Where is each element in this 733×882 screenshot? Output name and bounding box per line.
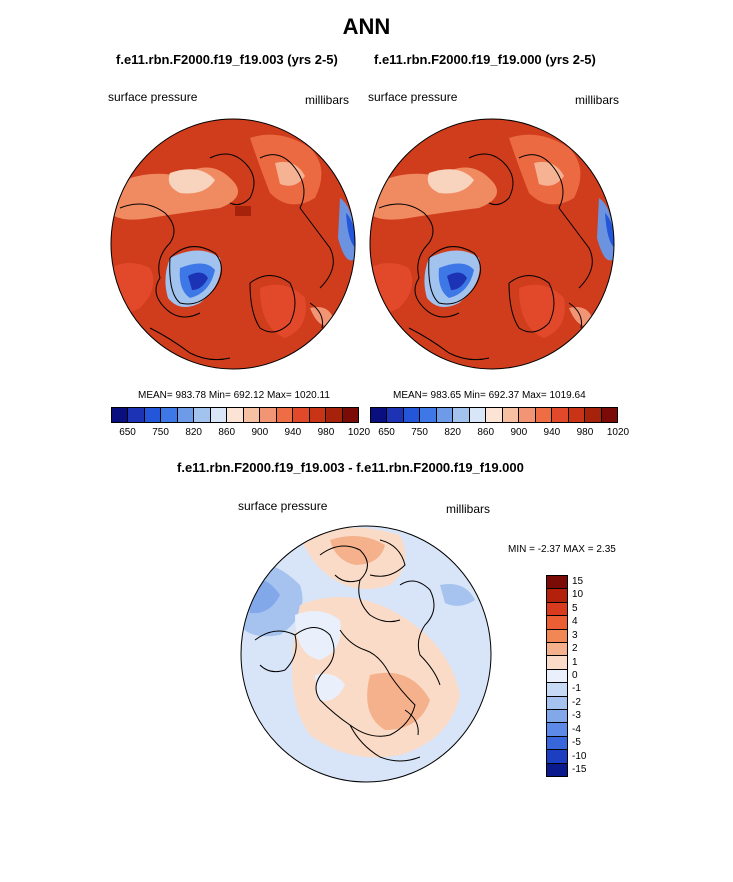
diff-variable-label: surface pressure bbox=[238, 499, 328, 513]
colorbar-swatch bbox=[547, 589, 567, 603]
left-variable-label: surface pressure bbox=[108, 90, 198, 104]
colorbar-swatch bbox=[547, 723, 567, 737]
colorbar-tick-label: 2 bbox=[572, 643, 578, 655]
colorbar-tick-label: 900 bbox=[510, 427, 528, 438]
colorbar-swatch bbox=[547, 576, 567, 590]
left-colorbar bbox=[111, 407, 359, 423]
diff-stats: MIN = -2.37 MAX = 2.35 bbox=[508, 544, 616, 555]
colorbar-swatch bbox=[585, 408, 602, 422]
colorbar-tick-label: 5 bbox=[572, 602, 578, 614]
colorbar-swatch bbox=[420, 408, 437, 422]
colorbar-swatch bbox=[519, 408, 536, 422]
left-stats: MEAN= 983.78 Min= 692.12 Max= 1020.11 bbox=[138, 390, 330, 401]
colorbar-tick-label: 750 bbox=[411, 427, 428, 438]
diff-colorbar bbox=[546, 575, 568, 777]
colorbar-swatch bbox=[342, 408, 359, 422]
left-units-label: millibars bbox=[305, 93, 350, 107]
colorbar-tick-label: 940 bbox=[543, 427, 561, 438]
colorbar-tick-label: 650 bbox=[378, 427, 395, 438]
right-polar-map bbox=[369, 118, 615, 370]
colorbar-tick-label: 750 bbox=[152, 427, 169, 438]
colorbar-tick-label: 980 bbox=[576, 427, 594, 438]
colorbar-swatch bbox=[601, 408, 618, 422]
right-variable-label: surface pressure bbox=[368, 90, 458, 104]
colorbar-swatch bbox=[547, 616, 567, 630]
colorbar-swatch bbox=[276, 408, 294, 422]
colorbar-swatch bbox=[243, 408, 261, 422]
colorbar-swatch bbox=[144, 408, 162, 422]
colorbar-swatch bbox=[547, 669, 567, 684]
colorbar-tick-label: -2 bbox=[572, 696, 581, 708]
colorbar-tick-label: 1 bbox=[572, 656, 578, 668]
colorbar-swatch bbox=[547, 763, 567, 777]
colorbar-swatch bbox=[547, 750, 567, 764]
colorbar-swatch bbox=[177, 408, 195, 422]
colorbar-swatch bbox=[502, 408, 520, 422]
colorbar-tick-label: -3 bbox=[572, 710, 581, 722]
colorbar-tick-label: 940 bbox=[284, 427, 302, 438]
colorbar-swatch bbox=[260, 408, 277, 422]
colorbar-swatch bbox=[371, 408, 388, 422]
colorbar-tick-label: -15 bbox=[572, 764, 587, 776]
colorbar-swatch bbox=[403, 408, 421, 422]
colorbar-tick-label: 820 bbox=[444, 427, 461, 438]
colorbar-tick-label: 1020 bbox=[606, 427, 630, 438]
colorbar-tick-label: 1020 bbox=[347, 427, 371, 438]
colorbar-swatch bbox=[547, 683, 567, 697]
diff-units-label: millibars bbox=[446, 502, 491, 516]
colorbar-swatch bbox=[486, 408, 503, 422]
colorbar-tick-label: -5 bbox=[572, 737, 581, 749]
left-case-title: f.e11.rbn.F2000.f19_f19.003 (yrs 2-5) bbox=[116, 52, 338, 67]
colorbar-swatch bbox=[547, 696, 567, 711]
colorbar-swatch bbox=[535, 408, 553, 422]
colorbar-swatch bbox=[436, 408, 454, 422]
colorbar-swatch bbox=[547, 629, 567, 644]
colorbar-swatch bbox=[469, 408, 487, 422]
colorbar-tick-label: 4 bbox=[572, 616, 578, 628]
left-polar-map bbox=[110, 118, 356, 370]
colorbar-swatch bbox=[547, 656, 567, 670]
colorbar-swatch bbox=[210, 408, 228, 422]
colorbar-swatch bbox=[194, 408, 211, 422]
colorbar-swatch bbox=[547, 602, 567, 617]
colorbar-swatch bbox=[293, 408, 310, 422]
colorbar-swatch bbox=[547, 736, 567, 751]
colorbar-swatch bbox=[161, 408, 178, 422]
colorbar-swatch bbox=[552, 408, 569, 422]
colorbar-swatch bbox=[387, 408, 404, 422]
colorbar-swatch bbox=[326, 408, 343, 422]
colorbar-swatch bbox=[309, 408, 327, 422]
colorbar-tick-label: 10 bbox=[572, 589, 584, 601]
colorbar-tick-label: 980 bbox=[317, 427, 335, 438]
colorbar-swatch bbox=[547, 643, 567, 657]
colorbar-tick-label: -1 bbox=[572, 683, 581, 695]
diff-title: f.e11.rbn.F2000.f19_f19.003 - f.e11.rbn.… bbox=[177, 460, 524, 475]
colorbar-swatch bbox=[453, 408, 470, 422]
colorbar-tick-label: 860 bbox=[477, 427, 495, 438]
colorbar-tick-label: 860 bbox=[218, 427, 236, 438]
colorbar-tick-label: -4 bbox=[572, 723, 581, 735]
colorbar-swatch bbox=[227, 408, 244, 422]
right-case-title: f.e11.rbn.F2000.f19_f19.000 (yrs 2-5) bbox=[374, 52, 596, 67]
right-units-label: millibars bbox=[575, 93, 620, 107]
colorbar-swatch bbox=[128, 408, 145, 422]
colorbar-tick-label: 3 bbox=[572, 629, 578, 641]
colorbar-tick-label: 900 bbox=[251, 427, 269, 438]
colorbar-tick-label: 0 bbox=[572, 670, 578, 681]
right-stats: MEAN= 983.65 Min= 692.37 Max= 1019.64 bbox=[393, 390, 586, 401]
right-colorbar bbox=[370, 407, 618, 423]
colorbar-tick-label: -10 bbox=[572, 750, 587, 762]
colorbar-swatch bbox=[112, 408, 129, 422]
colorbar-tick-label: 650 bbox=[119, 427, 136, 438]
diff-polar-map bbox=[240, 525, 492, 783]
figure-title: ANN bbox=[342, 14, 391, 39]
colorbar-swatch bbox=[568, 408, 586, 422]
colorbar-tick-label: 820 bbox=[185, 427, 202, 438]
colorbar-tick-label: 15 bbox=[572, 575, 584, 587]
colorbar-swatch bbox=[547, 710, 567, 724]
